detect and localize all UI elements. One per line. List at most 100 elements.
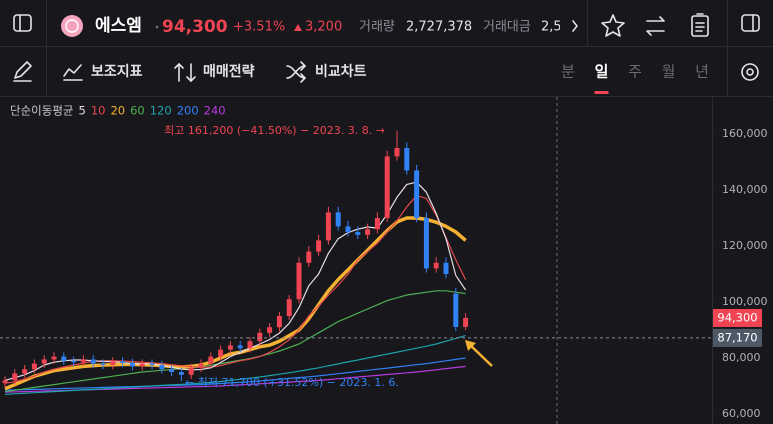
- moving-average-line: [4, 290, 466, 393]
- moving-average-line: [4, 357, 466, 391]
- compare-swap-icon[interactable]: [646, 16, 665, 36]
- candle-body: [90, 359, 96, 364]
- candle-body: [453, 293, 459, 327]
- moving-average-line: [4, 195, 467, 384]
- settings-icon[interactable]: [741, 63, 759, 81]
- candle-body: [325, 212, 331, 241]
- candle-body: [316, 240, 322, 252]
- strategy-label: 매매전략: [203, 63, 255, 80]
- candle-body: [296, 262, 302, 300]
- candle-body: [443, 262, 449, 275]
- candle-body: [423, 217, 429, 269]
- y-tick-label: 100,000: [722, 295, 768, 308]
- last-price-box: [713, 308, 762, 327]
- chart: 60,000 80,000 100,000 120,000 140,000 160,000…: [0, 97, 768, 424]
- y-tick-label: 80,000: [722, 351, 761, 364]
- candle-body: [110, 361, 116, 366]
- candle-body: [286, 299, 292, 317]
- draw-tool-icon[interactable]: [13, 61, 32, 82]
- candle-body: [139, 363, 145, 367]
- candle-body: [159, 365, 165, 370]
- candle-body: [247, 341, 253, 349]
- arrow-annotation: [465, 340, 493, 367]
- candle-body: [345, 226, 351, 232]
- candle-body: [2, 380, 8, 384]
- legend-entry: 200: [177, 104, 199, 118]
- current-price: 94,300: [162, 17, 228, 37]
- panel-toggle-right[interactable]: [741, 14, 760, 32]
- crosshair-price-box: [713, 328, 762, 347]
- candle-body: [237, 345, 243, 349]
- candle-body: [227, 345, 233, 350]
- legend-entry: 5: [78, 104, 85, 118]
- candle-body: [41, 359, 47, 364]
- change-amount: 3,200: [305, 20, 342, 35]
- candle-body: [335, 212, 341, 227]
- y-tick-label: 120,000: [722, 239, 768, 252]
- separator-dot: [155, 25, 159, 29]
- last-price-label: 94,300: [717, 310, 757, 324]
- candle-body: [61, 356, 67, 361]
- y-tick-label: 60,000: [722, 407, 761, 420]
- legend-entry: 20: [110, 104, 125, 118]
- candle-body: [384, 156, 390, 218]
- change-percent: +3.51%: [233, 20, 285, 35]
- stock-name: 에스엠: [95, 16, 142, 36]
- y-tick-label: 140,000: [722, 183, 768, 196]
- candle-body: [374, 217, 380, 230]
- amount-label: 거래대금: [483, 20, 531, 35]
- low-annotation: ← 최저 71,700 (+31.52%) − 2023. 1. 6.: [185, 376, 399, 389]
- memo-icon[interactable]: [691, 13, 709, 37]
- up-triangle: [294, 24, 302, 31]
- period-tab[interactable]: 주: [628, 63, 642, 81]
- period-tab[interactable]: 년: [695, 63, 709, 81]
- high-annotation: 최고 161,200 (−41.50%) − 2023. 3. 8. →: [164, 124, 385, 137]
- crosshair-price-label: 87,170: [717, 330, 757, 344]
- candle-body: [365, 229, 371, 235]
- period-tab[interactable]: 분: [561, 63, 575, 81]
- more-chevron[interactable]: [572, 20, 578, 32]
- moving-average-line: [4, 335, 466, 395]
- amount-value: 2,5: [541, 20, 562, 35]
- legend-entry: 10: [91, 104, 106, 118]
- candle-body: [100, 363, 106, 366]
- candle-body: [198, 363, 204, 368]
- favorite-icon[interactable]: [601, 14, 625, 37]
- legend-entry: 120: [150, 104, 172, 118]
- candle-body: [80, 359, 86, 363]
- candle-body: [169, 369, 175, 373]
- stock-logo: [61, 15, 83, 37]
- candle-body: [433, 262, 439, 269]
- period-underline: [594, 91, 609, 94]
- compare-label: 비교차트: [315, 64, 367, 80]
- chevron-bg: [560, 8, 586, 44]
- compare-button[interactable]: 비교차트: [286, 61, 367, 83]
- candle-body: [208, 356, 214, 364]
- candle-body: [414, 170, 420, 218]
- candle-body: [306, 251, 312, 263]
- volume-label: 거래량: [359, 20, 395, 35]
- strategy-button[interactable]: 매매전략: [174, 63, 255, 82]
- candle-body: [51, 356, 57, 360]
- panel-toggle-left[interactable]: [13, 14, 32, 32]
- candle-body: [71, 360, 77, 363]
- candle-body: [355, 231, 361, 235]
- candle-body: [149, 363, 155, 366]
- y-tick-label: 160,000: [722, 127, 768, 140]
- candle-body: [129, 363, 135, 367]
- indicators-label: 보조지표: [91, 64, 143, 80]
- candle-body: [178, 372, 184, 375]
- candle-body: [463, 317, 469, 327]
- legend-entry: 240: [204, 104, 226, 118]
- volume-value: 2,727,378: [406, 20, 472, 35]
- period-tab[interactable]: 일: [595, 63, 609, 81]
- legend-title: 단순이동평균: [10, 104, 73, 118]
- indicators-button[interactable]: 보조지표: [63, 64, 143, 81]
- candle-body: [276, 316, 282, 328]
- candle-body: [404, 147, 410, 171]
- period-tab[interactable]: 월: [662, 63, 676, 81]
- candle-body: [218, 349, 224, 357]
- candle-body: [188, 367, 194, 375]
